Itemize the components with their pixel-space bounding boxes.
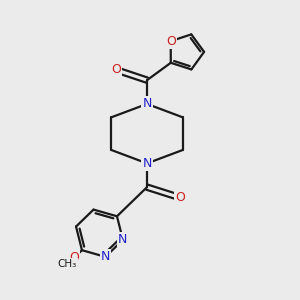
Text: O: O — [175, 191, 185, 204]
Text: N: N — [142, 98, 152, 110]
Text: O: O — [111, 63, 121, 76]
Text: O: O — [69, 251, 79, 264]
Text: N: N — [142, 157, 152, 170]
Text: N: N — [118, 233, 128, 246]
Text: CH₃: CH₃ — [58, 259, 77, 269]
Text: N: N — [101, 250, 110, 263]
Text: O: O — [166, 34, 176, 48]
